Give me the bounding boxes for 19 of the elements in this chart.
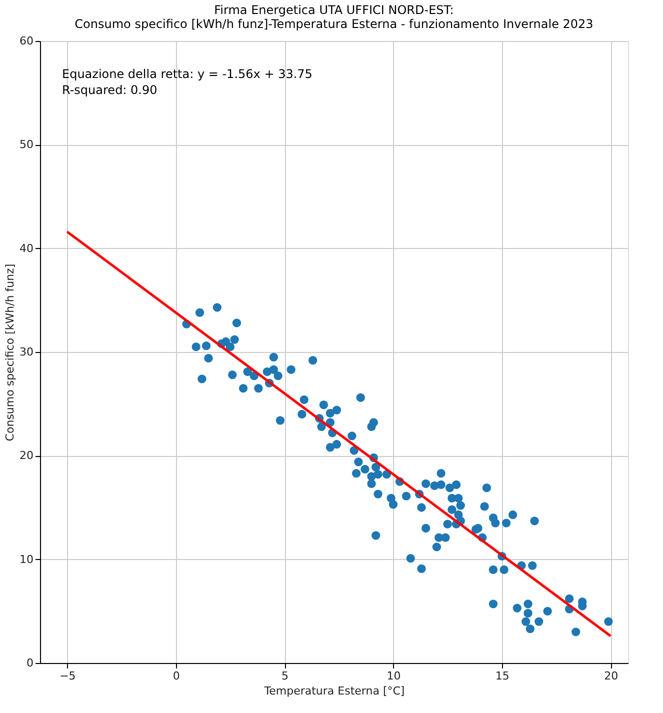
x-tick-label: 15 [495, 670, 510, 682]
y-tick-label: 30 [20, 346, 34, 358]
y-tick-label: 50 [20, 138, 34, 152]
text: Firma Energetica UTA UFFICI NORD-EST: [214, 3, 454, 17]
x-tick-label: −5 [60, 670, 76, 682]
text: Consumo specifico [kWh/h funz]-Temperatura Esterna - funzionamento Invernale 2023 [74, 17, 594, 31]
x-tick-label: 5 [282, 670, 289, 682]
x-tick-label: 0 [172, 670, 180, 682]
y-tick-label: 20 [20, 449, 34, 462]
x-tick-label: 20 [604, 670, 618, 682]
y-axis-title: Consumo specifico [kWh/h funz] [4, 264, 17, 442]
annotation: Equazione della retta: y = -1.56x + 33.75 [62, 67, 312, 81]
x-axis-title: Temperatura Esterna [°C] [263, 684, 405, 698]
y-tick-label: 0 [26, 656, 34, 670]
y-tick-label: 10 [20, 552, 34, 566]
x-tick-label: 10 [386, 670, 401, 682]
y-tick-label: 60 [20, 34, 34, 48]
y-tick-label: 40 [20, 242, 34, 255]
annotation: R-squared: 0.90 [62, 83, 158, 97]
